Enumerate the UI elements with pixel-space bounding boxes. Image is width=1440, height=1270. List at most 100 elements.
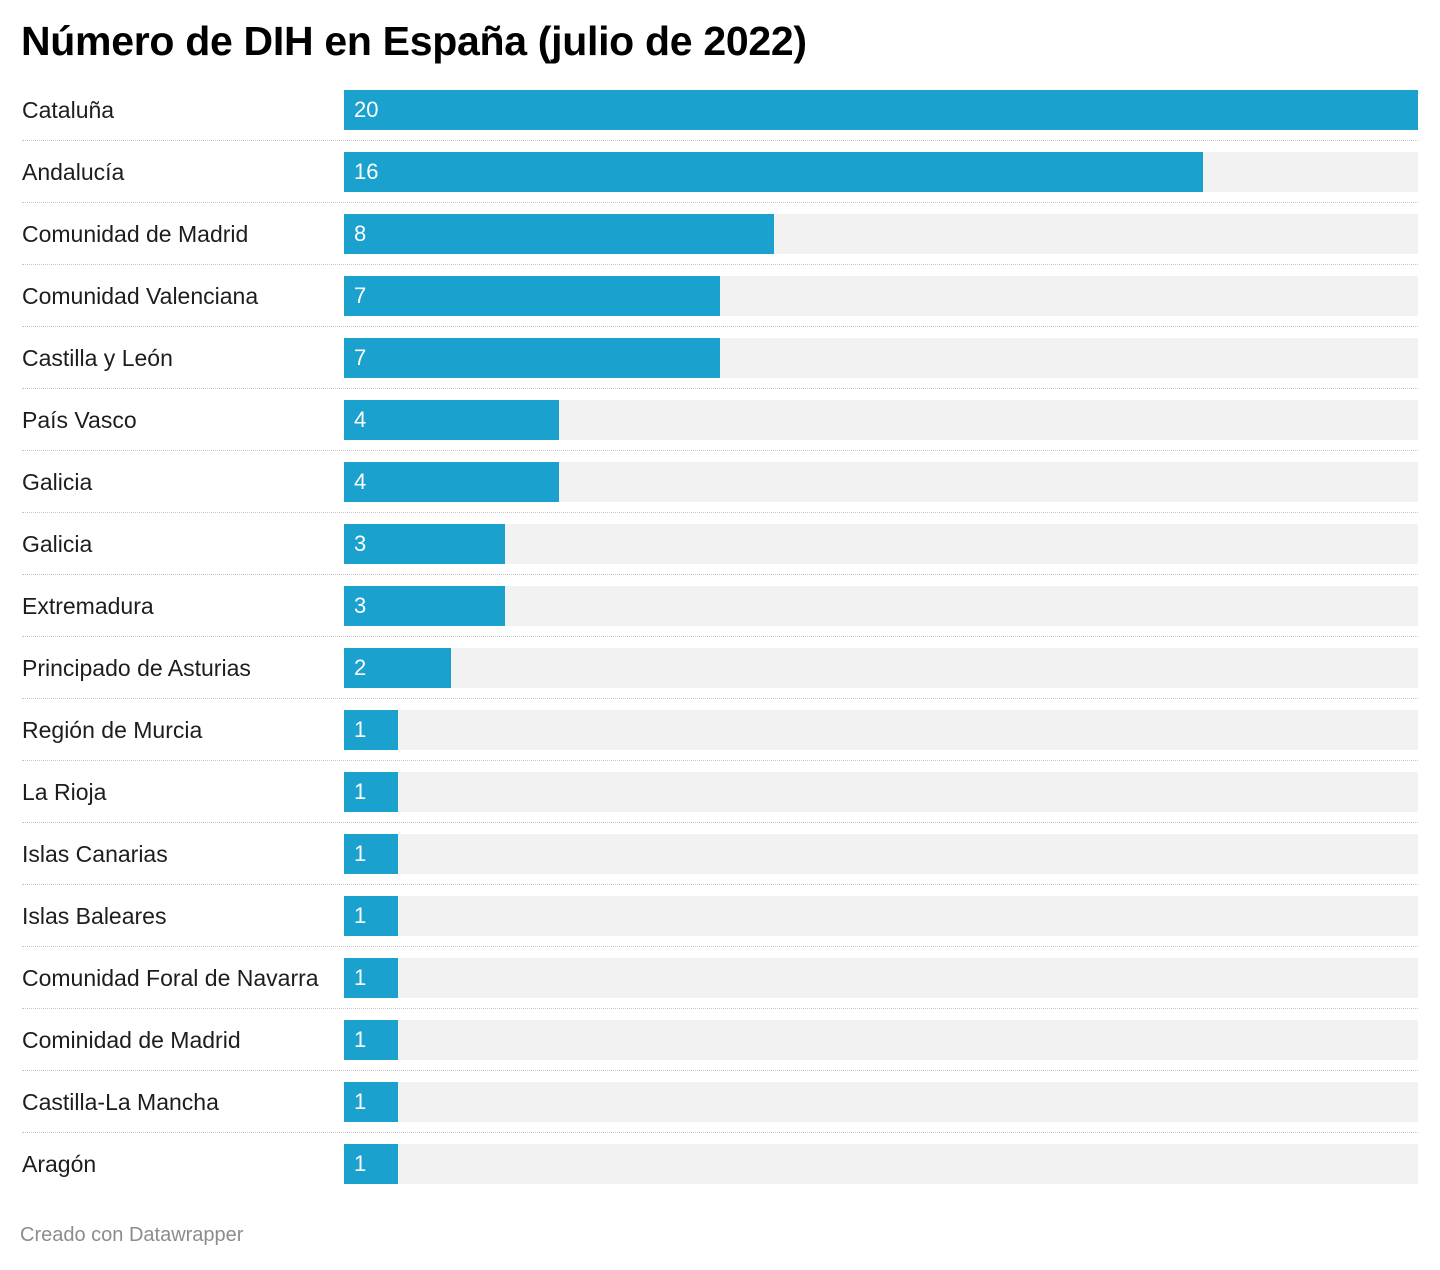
row-divider: [22, 946, 1418, 947]
bar: 1: [344, 1144, 398, 1184]
bar: 4: [344, 400, 559, 440]
bar: 1: [344, 710, 398, 750]
category-label: Galicia: [22, 531, 93, 557]
category-label: Comunidad Foral de Navarra: [22, 965, 319, 991]
bar-row: Andalucía 16: [22, 152, 1418, 214]
bar-track: 1: [344, 1144, 1418, 1184]
row-divider: [22, 884, 1418, 885]
category-label: Comunidad Valenciana: [22, 283, 259, 309]
row-divider: [22, 388, 1418, 389]
bar-row: Islas Canarias 1: [22, 834, 1418, 896]
row-divider: [22, 140, 1418, 141]
bar-row: País Vasco 4: [22, 400, 1418, 462]
bar-track: 1: [344, 1082, 1418, 1122]
bar-row: Principado de Asturias 2: [22, 648, 1418, 710]
bar-row: Comunidad Foral de Navarra 1: [22, 958, 1418, 1020]
bar-track: 7: [344, 276, 1418, 316]
value-label: 7: [354, 283, 367, 308]
row-divider: [22, 1070, 1418, 1071]
bar: 7: [344, 338, 720, 378]
row-divider: [22, 1132, 1418, 1133]
row-divider: [22, 760, 1418, 761]
bar-row: Comunidad Valenciana 7: [22, 276, 1418, 338]
row-divider: [22, 636, 1418, 637]
bar-row: Galicia 4: [22, 462, 1418, 524]
bar: 1: [344, 958, 398, 998]
bar: 20: [344, 90, 1418, 130]
bar-track: 1: [344, 958, 1418, 998]
bar-row: La Rioja 1: [22, 772, 1418, 834]
category-label: La Rioja: [22, 779, 107, 805]
chart-title: Número de DIH en España (julio de 2022): [21, 18, 807, 64]
bar-track: 3: [344, 524, 1418, 564]
value-label: 2: [354, 655, 367, 680]
bar: 16: [344, 152, 1204, 192]
value-label: 4: [354, 469, 367, 494]
value-label: 1: [354, 1027, 367, 1052]
category-label: Principado de Asturias: [22, 655, 251, 681]
value-label: 1: [354, 717, 367, 742]
bar-track: 1: [344, 710, 1418, 750]
category-label: Andalucía: [22, 159, 125, 185]
category-label: Extremadura: [22, 593, 154, 619]
value-label: 1: [354, 965, 367, 990]
category-label: Cominidad de Madrid: [22, 1027, 241, 1053]
category-label: País Vasco: [22, 407, 137, 433]
bar-row: Cominidad de Madrid 1: [22, 1020, 1418, 1082]
value-label: 1: [354, 903, 367, 928]
bar-row: Cataluña 20: [22, 90, 1418, 152]
row-divider: [22, 450, 1418, 451]
footer-credit: Creado con Datawrapper: [20, 1224, 244, 1246]
value-label: 3: [354, 531, 367, 556]
category-label: Islas Baleares: [22, 903, 167, 929]
row-divider: [22, 1008, 1418, 1009]
row-divider: [22, 264, 1418, 265]
value-label: 4: [354, 407, 367, 432]
row-divider: [22, 326, 1418, 327]
category-label: Aragón: [22, 1151, 97, 1177]
bar-track: 20: [344, 90, 1418, 130]
bar: 1: [344, 1020, 398, 1060]
value-label: 7: [354, 345, 367, 370]
category-label: Cataluña: [22, 97, 115, 123]
bar-track: 4: [344, 400, 1418, 440]
bar: 8: [344, 214, 774, 254]
row-divider: [22, 574, 1418, 575]
bar-row: Comunidad de Madrid 8: [22, 214, 1418, 276]
bar-row: Castilla-La Mancha 1: [22, 1082, 1418, 1144]
value-label: 1: [354, 1151, 367, 1176]
category-label: Castilla-La Mancha: [22, 1089, 219, 1115]
bar-track: 1: [344, 834, 1418, 874]
row-divider: [22, 822, 1418, 823]
value-label: 16: [354, 159, 379, 184]
bar: 1: [344, 1082, 398, 1122]
bar: 1: [344, 834, 398, 874]
bar: 7: [344, 276, 720, 316]
bar-track: 2: [344, 648, 1418, 688]
bar: 1: [344, 896, 398, 936]
value-label: 1: [354, 779, 367, 804]
bar-track: 4: [344, 462, 1418, 502]
category-label: Región de Murcia: [22, 717, 203, 743]
bar-track: 1: [344, 772, 1418, 812]
category-label: Castilla y León: [22, 345, 173, 371]
bar: 2: [344, 648, 452, 688]
bar-track: 8: [344, 214, 1418, 254]
bar: 4: [344, 462, 559, 502]
bar: 1: [344, 772, 398, 812]
bar-row: Aragón 1: [22, 1144, 1418, 1206]
bar-row: Castilla y León 7: [22, 338, 1418, 400]
bar-row: Islas Baleares 1: [22, 896, 1418, 958]
value-label: 8: [354, 221, 367, 246]
value-label: 20: [354, 97, 379, 122]
value-label: 1: [354, 841, 367, 866]
bar-track: 3: [344, 586, 1418, 626]
bar: 3: [344, 586, 506, 626]
bar-chart: Cataluña 20 Andalucía 16 Comunidad de Madrid…: [22, 90, 1418, 1206]
row-divider: [22, 202, 1418, 203]
bar-row: Región de Murcia 1: [22, 710, 1418, 772]
value-label: 1: [354, 1089, 367, 1114]
category-label: Galicia: [22, 469, 93, 495]
bar-track: 1: [344, 1020, 1418, 1060]
category-label: Comunidad de Madrid: [22, 221, 249, 247]
